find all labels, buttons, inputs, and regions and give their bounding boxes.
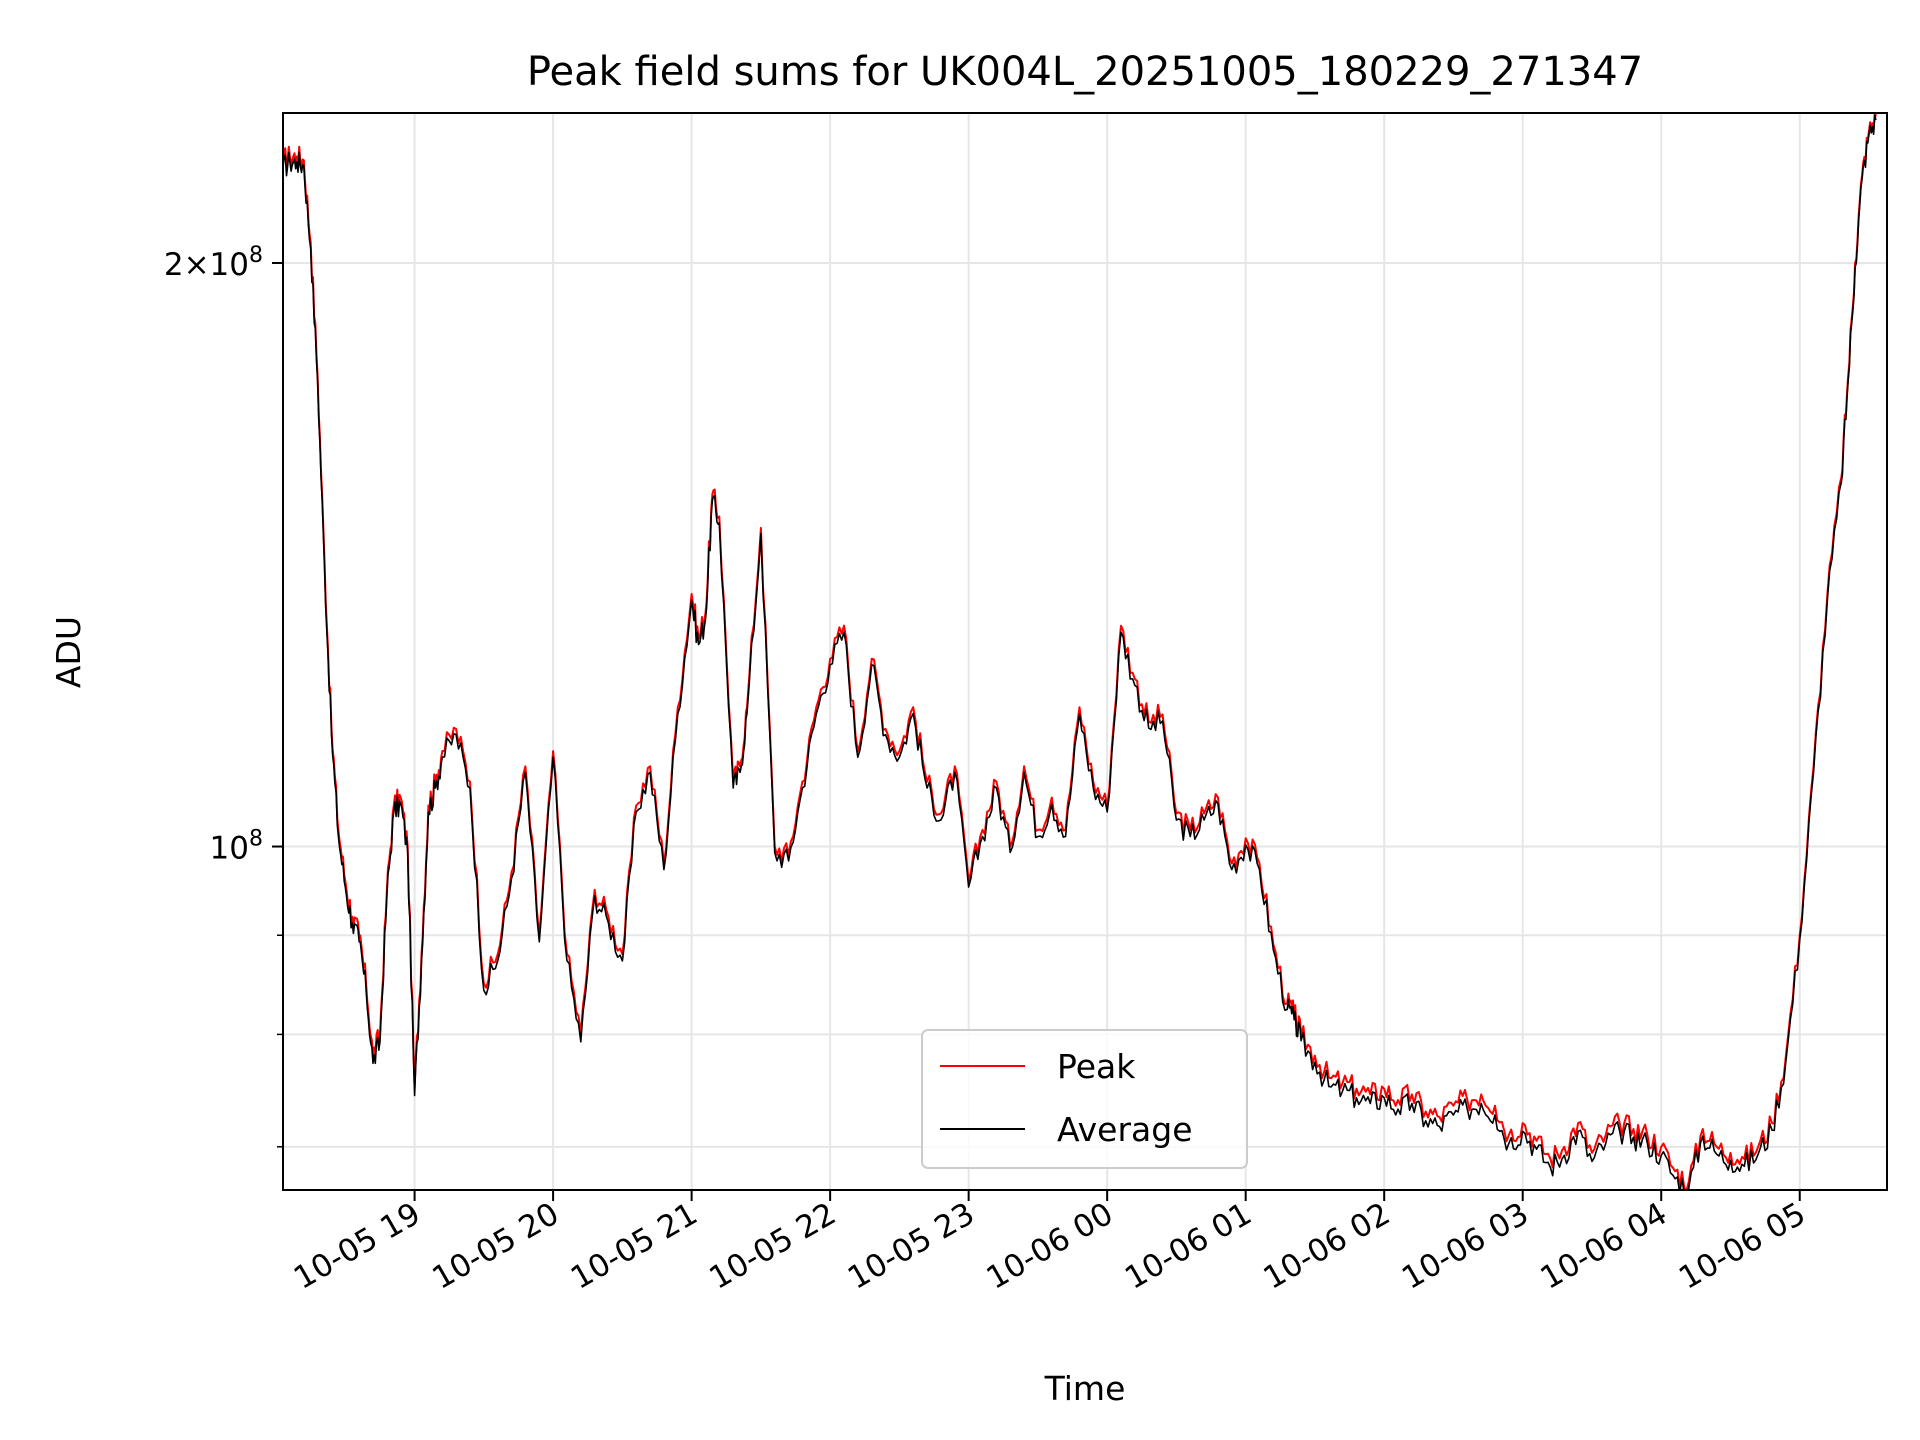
plot-frame xyxy=(282,112,1888,1191)
legend: Peak Average xyxy=(921,1029,1248,1169)
series-line-peak xyxy=(283,113,1877,1190)
legend-box xyxy=(921,1029,1248,1169)
x-axis-label: Time xyxy=(1044,1369,1126,1408)
y-tick-label: 108 xyxy=(210,827,263,867)
y-tick-label: 2×108 xyxy=(164,243,263,283)
chart-title: Peak field sums for UK004L_20251005_1802… xyxy=(527,49,1643,95)
grid-layer xyxy=(283,113,1887,1190)
legend-label-average: Average xyxy=(1057,1110,1193,1149)
series-line-average xyxy=(283,114,1877,1190)
plot-lines xyxy=(283,113,1877,1190)
legend-label-peak: Peak xyxy=(1057,1047,1136,1086)
y-axis-label: ADU xyxy=(49,616,88,688)
